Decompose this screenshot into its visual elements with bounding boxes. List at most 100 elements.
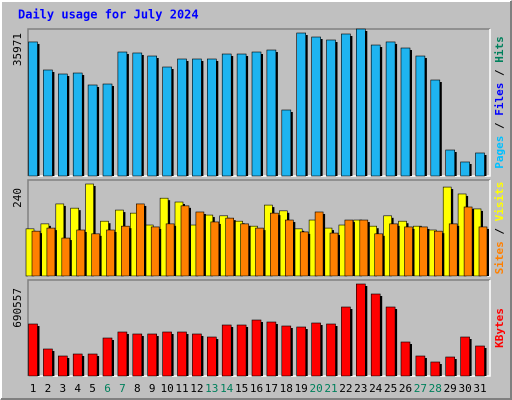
bar	[46, 227, 56, 277]
bar	[147, 333, 157, 377]
bar	[355, 28, 366, 177]
bar	[385, 306, 396, 377]
bar	[475, 152, 485, 177]
bar	[475, 345, 485, 377]
y-axis-label: KBytes	[493, 308, 506, 348]
bar	[85, 183, 94, 277]
bar	[311, 322, 321, 377]
bar	[359, 219, 369, 277]
x-tick-label: 19	[295, 382, 308, 395]
bar	[344, 219, 354, 277]
bar	[102, 83, 113, 177]
x-tick-label: 22	[339, 382, 352, 395]
bar	[374, 233, 384, 277]
bar	[177, 331, 187, 377]
x-tick-label: 20	[309, 382, 322, 395]
bar	[221, 53, 232, 177]
bar	[57, 355, 68, 377]
bar	[370, 44, 381, 177]
bar	[225, 217, 234, 277]
bar	[147, 55, 157, 177]
y-axis-label-part: Hits	[493, 36, 506, 63]
bar	[460, 161, 470, 177]
bar	[341, 306, 351, 377]
y-axis-label-part: Pages	[493, 136, 506, 169]
bar	[314, 211, 324, 277]
bar	[460, 336, 470, 377]
bar	[240, 223, 249, 277]
x-tick-label: 4	[74, 382, 81, 395]
bar	[326, 323, 336, 377]
bar	[207, 336, 217, 377]
x-tick-label: 28	[429, 382, 442, 395]
x-tick-label: 27	[414, 382, 427, 395]
bar	[445, 149, 456, 177]
bar	[385, 41, 396, 177]
bar	[117, 331, 128, 377]
bar	[355, 283, 366, 377]
bar	[121, 225, 130, 277]
x-tick-label: 11	[175, 382, 188, 395]
bar	[415, 355, 426, 377]
bar	[136, 203, 145, 277]
bar	[165, 223, 175, 277]
bar	[419, 226, 428, 277]
bar	[281, 325, 292, 377]
bar	[251, 319, 262, 377]
bar	[236, 53, 247, 177]
y-axis-label: Pages / Files / Hits	[493, 36, 506, 169]
x-tick-label: 1	[30, 382, 37, 395]
bar	[311, 36, 321, 177]
bar	[329, 232, 339, 277]
bar	[430, 361, 441, 377]
bar	[207, 58, 217, 177]
x-tick-label: 9	[149, 382, 156, 395]
bar	[72, 72, 83, 177]
bar	[284, 219, 294, 277]
x-tick-label: 14	[220, 382, 234, 395]
bar	[445, 356, 456, 377]
bar	[28, 41, 38, 177]
bar	[433, 230, 443, 277]
y-axis-label-part: /	[493, 116, 506, 136]
bar	[236, 324, 247, 377]
bar	[478, 226, 488, 277]
y-max-label: 690557	[11, 288, 24, 328]
bar	[91, 233, 100, 277]
bar	[192, 333, 202, 377]
bar	[87, 353, 98, 377]
x-tick-label: 23	[354, 382, 367, 395]
x-tick-label: 26	[399, 382, 412, 395]
bar	[296, 32, 307, 177]
bar	[162, 66, 172, 177]
bar	[57, 73, 68, 177]
bar	[102, 337, 113, 377]
bar	[180, 205, 190, 277]
bar	[326, 39, 336, 177]
bar	[389, 223, 398, 277]
x-tick-label: 10	[160, 382, 173, 395]
panel-edge-dark	[27, 279, 490, 376]
bar	[221, 324, 232, 377]
bar	[266, 49, 277, 177]
x-tick-label: 17	[265, 382, 278, 395]
bar	[132, 333, 143, 377]
bar	[43, 69, 53, 177]
x-tick-label: 12	[190, 382, 203, 395]
x-tick-label: 15	[235, 382, 248, 395]
y-axis-label-part: Files	[493, 83, 506, 116]
bar	[415, 55, 426, 177]
bar	[448, 223, 458, 277]
bar	[195, 211, 205, 277]
bar	[281, 109, 292, 177]
bar	[177, 58, 187, 177]
x-tick-label: 8	[134, 382, 141, 395]
bar	[296, 326, 307, 377]
x-tick-label: 30	[458, 382, 471, 395]
bar	[266, 321, 277, 377]
bar	[370, 293, 381, 377]
bar	[106, 229, 115, 277]
x-tick-label: 21	[324, 382, 337, 395]
